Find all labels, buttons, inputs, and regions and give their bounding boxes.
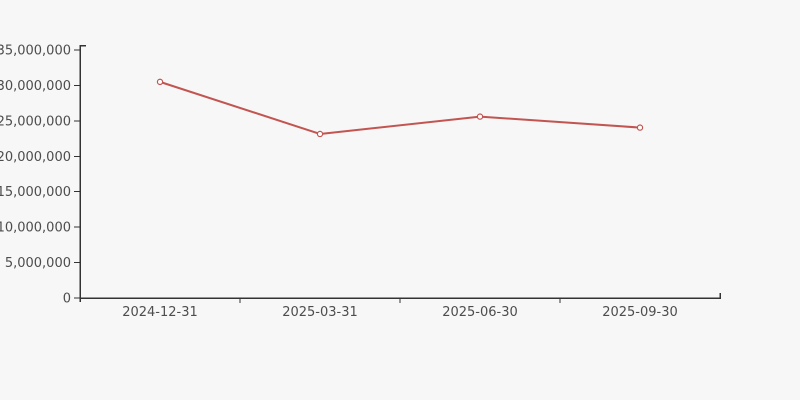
axes [79,45,721,302]
data-line [159,80,641,135]
data-point-marker [476,113,484,120]
data-point-marker [156,78,164,86]
data-point-marker [636,124,644,131]
data-points [156,78,644,138]
y-tick-label: 30,000,000 [0,79,71,94]
x-tick-label: 2025-06-30 [442,305,518,320]
x-tick-label: 2025-09-30 [602,305,678,320]
x-tick-label: 2025-03-31 [282,305,358,320]
data-point-marker [316,130,324,138]
y-tick-label: 0 [63,292,71,307]
y-tick-label: 20,000,000 [0,150,71,165]
x-axis-ticks: 2024-12-31 2025-03-31 2025-06-30 2025-09-30 [122,298,678,320]
y-tick-label: 35,000,000 [0,44,71,59]
y-tick-label: 15,000,000 [0,185,71,200]
y-tick-label: 5,000,000 [5,256,71,271]
x-tick-label: 2024-12-31 [122,305,198,320]
y-tick-label: 25,000,000 [0,114,71,129]
y-tick-label: 10,000,000 [0,221,71,236]
y-axis-ticks: 0 5,000,000 10,000,000 15,000,000 20,000,000… [0,44,80,307]
